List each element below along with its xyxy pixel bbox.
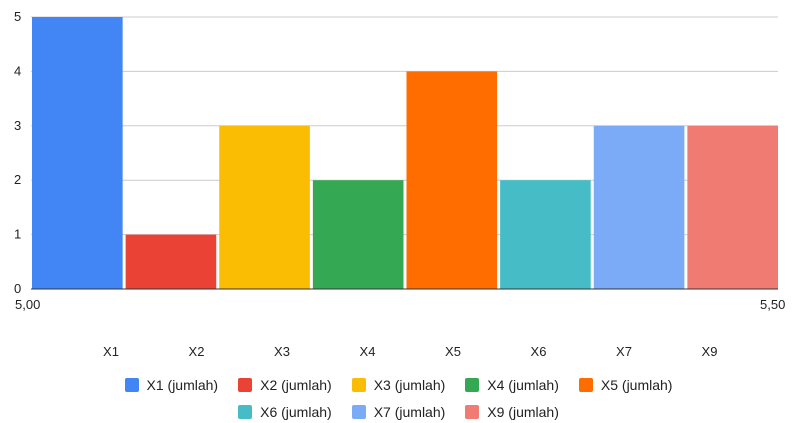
bar-x5 [406, 71, 498, 290]
legend-label: X3 (jumlah) [373, 377, 446, 393]
y-tick-label: 0 [14, 281, 21, 296]
legend-item: X3 (jumlah) [351, 377, 446, 393]
legend-item: X5 (jumlah) [578, 377, 673, 393]
category-label-x6: X6 [531, 344, 547, 359]
legend-swatch [124, 378, 139, 392]
category-label-x5: X5 [445, 344, 461, 359]
bar-x4 [312, 180, 404, 289]
legend-swatch [465, 405, 480, 419]
legend-label: X5 (jumlah) [600, 377, 673, 393]
category-label-x2: X2 [189, 344, 205, 359]
legend-row-2: X6 (jumlah) X7 (jumlah) X9 (jumlah) [0, 404, 797, 420]
legend-item: X1 (jumlah) [124, 377, 219, 393]
category-label-x1: X1 [103, 344, 119, 359]
legend-swatch [238, 378, 253, 392]
legend-label: X2 (jumlah) [260, 377, 332, 393]
legend-item: X4 (jumlah) [465, 377, 559, 393]
legend-label: X4 (jumlah) [487, 377, 559, 393]
category-label-x4: X4 [360, 344, 376, 359]
legend-swatch [351, 378, 366, 392]
y-axis-ticks: 0 1 2 3 4 5 [14, 9, 21, 296]
category-label-x3: X3 [274, 344, 290, 359]
legend-label: X6 (jumlah) [260, 404, 332, 420]
legend-label: X9 (jumlah) [487, 404, 559, 420]
y-tick-label: 5 [14, 9, 21, 24]
y-tick-label: 1 [14, 227, 21, 242]
legend-item: X2 (jumlah) [238, 377, 332, 393]
bar-x7 [593, 125, 685, 289]
legend-label: X7 (jumlah) [373, 404, 446, 420]
legend-swatch [578, 378, 593, 392]
bar-x3 [219, 125, 310, 289]
bar-x6 [500, 180, 591, 289]
bar-x9 [687, 125, 778, 289]
legend-swatch [351, 405, 366, 419]
category-label-x9: X9 [702, 344, 718, 359]
legend-swatch [465, 378, 480, 392]
category-label-x7: X7 [616, 344, 632, 359]
x-tick-label-left: 5,00 [15, 297, 40, 312]
bar-chart: 0 1 2 3 4 5 5,00 5,50 X1 X2 X3 X4 X5 X6 X7 X9 [14, 9, 785, 359]
legend-row-1: X1 (jumlah) X2 (jumlah) X3 (jumlah) X4 (jum… [0, 377, 797, 393]
bar-x1 [32, 17, 123, 289]
legend-item: X7 (jumlah) [351, 404, 446, 420]
legend-item: X6 (jumlah) [238, 404, 332, 420]
y-tick-label: 4 [14, 63, 21, 78]
y-tick-label: 3 [14, 118, 21, 133]
legend-swatch [238, 405, 253, 419]
bars [32, 17, 778, 290]
y-tick-label: 2 [14, 172, 21, 187]
legend-item: X9 (jumlah) [465, 404, 559, 420]
bar-x2 [125, 234, 217, 289]
category-labels: X1 X2 X3 X4 X5 X6 X7 X9 [103, 344, 717, 359]
legend-label: X1 (jumlah) [146, 377, 219, 393]
x-tick-label-right: 5,50 [760, 297, 785, 312]
